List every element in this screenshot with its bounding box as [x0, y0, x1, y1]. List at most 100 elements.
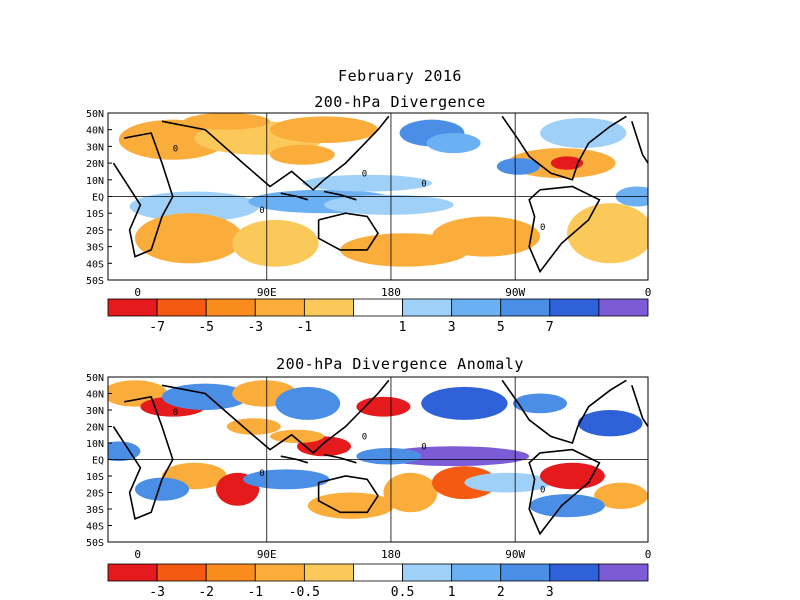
- panel1-lat-label: 30N: [86, 142, 104, 153]
- panel1-anomaly-region: [496, 158, 540, 175]
- panel1-anomaly-region: [183, 113, 270, 130]
- colorbar1-label: -1: [297, 320, 313, 335]
- panel1-anomaly-region: [432, 216, 540, 257]
- panel2-lon-label: 0: [645, 548, 652, 561]
- panel1-anomaly-region: [129, 191, 260, 222]
- colorbar2-label: -3: [149, 585, 165, 600]
- figure-title: February 2016: [338, 67, 462, 85]
- colorbar1-swatch: [549, 298, 600, 317]
- colorbar2-swatch: [598, 563, 649, 582]
- panel2-lon-label: 90W: [505, 548, 525, 561]
- panel2-coastline: [528, 448, 601, 536]
- colorbar1-label: 1: [399, 320, 407, 335]
- panel1-anomaly-region: [302, 174, 433, 192]
- panel1-coastline: [317, 212, 379, 251]
- panel1-lat-label: 10N: [86, 176, 104, 187]
- panel2-anomaly-region: [529, 494, 605, 518]
- panel1-lat-label: 30S: [86, 243, 104, 254]
- panel2-field: 0 0 0 0 0: [108, 379, 648, 536]
- colorbar2-label: 0.5: [391, 585, 414, 600]
- panel1-lat-label: 40N: [86, 126, 104, 137]
- panel1-contour-label: 0: [540, 223, 545, 233]
- panel2-anomaly-region: [432, 466, 497, 500]
- panel1-lat-label: EQ: [92, 193, 104, 204]
- panel1-contour-label: 0: [173, 144, 178, 154]
- colorbar1-swatch: [353, 298, 403, 317]
- panel1-contour-label: 0: [421, 179, 426, 189]
- panel2-lon-label: 90E: [257, 548, 277, 561]
- colorbar2-label: -2: [198, 585, 214, 600]
- panel2-title: 200-hPa Divergence Anomaly: [276, 355, 524, 373]
- panel2-lat-label: 50S: [86, 538, 104, 549]
- panel2-lat-label: 40N: [86, 390, 104, 401]
- panel2-coastline: [317, 475, 379, 514]
- panel2-coastline: [161, 379, 390, 454]
- panel1-anomaly-region: [426, 133, 481, 154]
- panel2-contour-label: 0: [173, 408, 178, 418]
- panel2-anomaly-region: [594, 482, 648, 509]
- panel2-anomaly-region: [270, 429, 324, 443]
- panel2-anomaly-region: [135, 477, 189, 501]
- panel2-anomaly-region: [464, 472, 551, 493]
- colorbar1-label: -3: [247, 320, 263, 335]
- colorbar1-label: 5: [497, 320, 505, 335]
- panel1-coastline: [528, 185, 601, 274]
- panel1-lon-label: 0: [645, 286, 652, 299]
- colorbar2-swatch: [205, 563, 256, 582]
- panel2-anomaly-region: [356, 447, 422, 465]
- colorbar2-swatch: [156, 563, 207, 582]
- panel2-lat-label: 30N: [86, 406, 104, 417]
- panel1-title: 200-hPa Divergence: [314, 93, 486, 111]
- panel2-contour-label: 0: [362, 433, 367, 443]
- colorbar2-label: -1: [247, 585, 263, 600]
- panel1-lon-label: 90W: [505, 286, 525, 299]
- colorbar2-swatch: [303, 563, 354, 582]
- panel1-lon-label: 0: [134, 286, 141, 299]
- panel1-anomaly-region: [324, 194, 454, 215]
- colorbar2-label: 1: [448, 585, 456, 600]
- panel1-contour-label: 0: [259, 206, 264, 216]
- panel2-lat-label: 30S: [86, 505, 104, 516]
- colorbar2-swatch: [107, 563, 158, 582]
- panel2-coastline: [501, 379, 627, 444]
- colorbar1-swatch: [205, 298, 256, 317]
- panel2-anomaly-region: [226, 418, 281, 435]
- panel2-lon-label: 0: [134, 548, 141, 561]
- colorbar1-label: -7: [149, 320, 165, 335]
- colorbar2-swatch: [451, 563, 502, 582]
- panel1-lon-label: 180: [381, 286, 401, 299]
- colorbar1-swatch: [500, 298, 551, 317]
- panel2-contour-label: 0: [421, 443, 426, 453]
- panel2-lat-label: 20N: [86, 423, 104, 434]
- colorbar2-swatch: [402, 563, 453, 582]
- panel1-lon-label: 90E: [257, 286, 277, 299]
- colorbar1-swatch: [598, 298, 649, 317]
- panel1-coastline: [501, 115, 627, 181]
- panel1-anomaly-region: [118, 119, 227, 160]
- panel1-anomaly-region: [232, 219, 319, 267]
- panel1-anomaly-region: [270, 144, 335, 165]
- panel1-contour-label: 0: [362, 169, 367, 179]
- panel1-anomaly-region: [567, 203, 648, 264]
- panel2-anomaly-region: [378, 446, 530, 467]
- colorbar2-label: -0.5: [289, 585, 320, 600]
- colorbar1-swatch: [107, 298, 158, 317]
- panel2-lat-label: 10N: [86, 439, 104, 450]
- panel2-lat-label: 40S: [86, 522, 104, 533]
- panel2-anomaly-region: [307, 492, 395, 519]
- panel1-lat-label: 50N: [86, 109, 104, 120]
- panel1-lat-label: 50S: [86, 276, 104, 287]
- panel1-coastline: [161, 115, 390, 191]
- colorbar2-swatch: [549, 563, 600, 582]
- panel2-lat-label: EQ: [92, 456, 104, 467]
- panel2-anomaly-region: [243, 469, 330, 490]
- colorbar1-swatch: [402, 298, 453, 317]
- panel2-anomaly-region: [421, 386, 508, 420]
- colorbar1-label: 3: [448, 320, 456, 335]
- panel1-anomaly-region: [270, 116, 378, 144]
- panel1-lat-label: 10S: [86, 209, 104, 220]
- panel2-anomaly-region: [383, 472, 438, 513]
- panel2-coastline: [631, 385, 648, 427]
- panel1-anomaly-region: [550, 156, 584, 170]
